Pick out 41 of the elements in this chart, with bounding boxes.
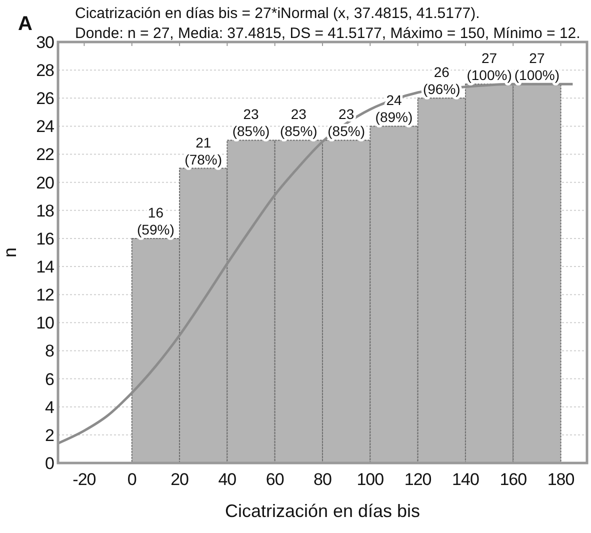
y-axis-title: n [0,247,20,258]
x-tick-label: 120 [404,470,432,489]
x-tick-label: -20 [72,470,96,489]
y-tick-label: 0 [45,454,54,473]
chart-subtitle: Donde: n = 27, Media: 37.4815, DS = 41.5177, Máximo = 150, Mínimo = 12. [75,25,580,42]
data-label: 24 (89%) [375,92,413,126]
y-tick-label: 26 [36,89,54,108]
x-tick-label: 20 [170,470,189,489]
y-tick-label: 30 [36,32,54,52]
data-label: 23 (85%) [328,106,366,140]
y-tick-label: 2 [45,426,54,445]
x-tick-label: 100 [356,470,384,489]
x-tick-label: 60 [266,470,284,489]
y-tick-label: 4 [45,398,54,417]
data-label: 16 (59%) [137,204,174,238]
x-tick-label: 180 [547,470,574,489]
x-tick-label: 160 [500,470,527,489]
x-tick-label: 40 [218,470,236,489]
y-tick-label: 20 [36,173,54,192]
y-tick-label: 24 [36,117,54,136]
y-tick-label: 8 [45,342,54,361]
data-label: 26 (96%) [422,64,460,98]
y-tick-label: 10 [36,314,54,333]
data-label: 27 (100%) [466,50,512,84]
data-label: 23 (85%) [280,106,318,140]
y-tick-label: 18 [36,201,54,220]
text: A [18,13,32,35]
y-tick-label: 12 [36,286,54,305]
x-tick-label: 0 [127,470,136,489]
y-tick-label: 6 [45,370,54,389]
y-tick-label: 22 [36,145,54,164]
data-label: 23 (85%) [232,106,270,140]
chart-title: Cicatrización en días bis = 27*iNormal (x, 37.4815, 41.5177). [75,5,480,22]
y-tick-label: 28 [36,61,54,80]
y-tick-label: 14 [36,257,54,276]
x-axis-title: Cicatrización en días bis [224,501,420,521]
x-tick-label: 80 [314,470,332,489]
data-label: 27 (100%) [514,50,560,84]
y-tick-label: 16 [36,229,54,248]
x-tick-label: 140 [452,470,479,489]
data-label: 21 (78%) [184,134,222,168]
